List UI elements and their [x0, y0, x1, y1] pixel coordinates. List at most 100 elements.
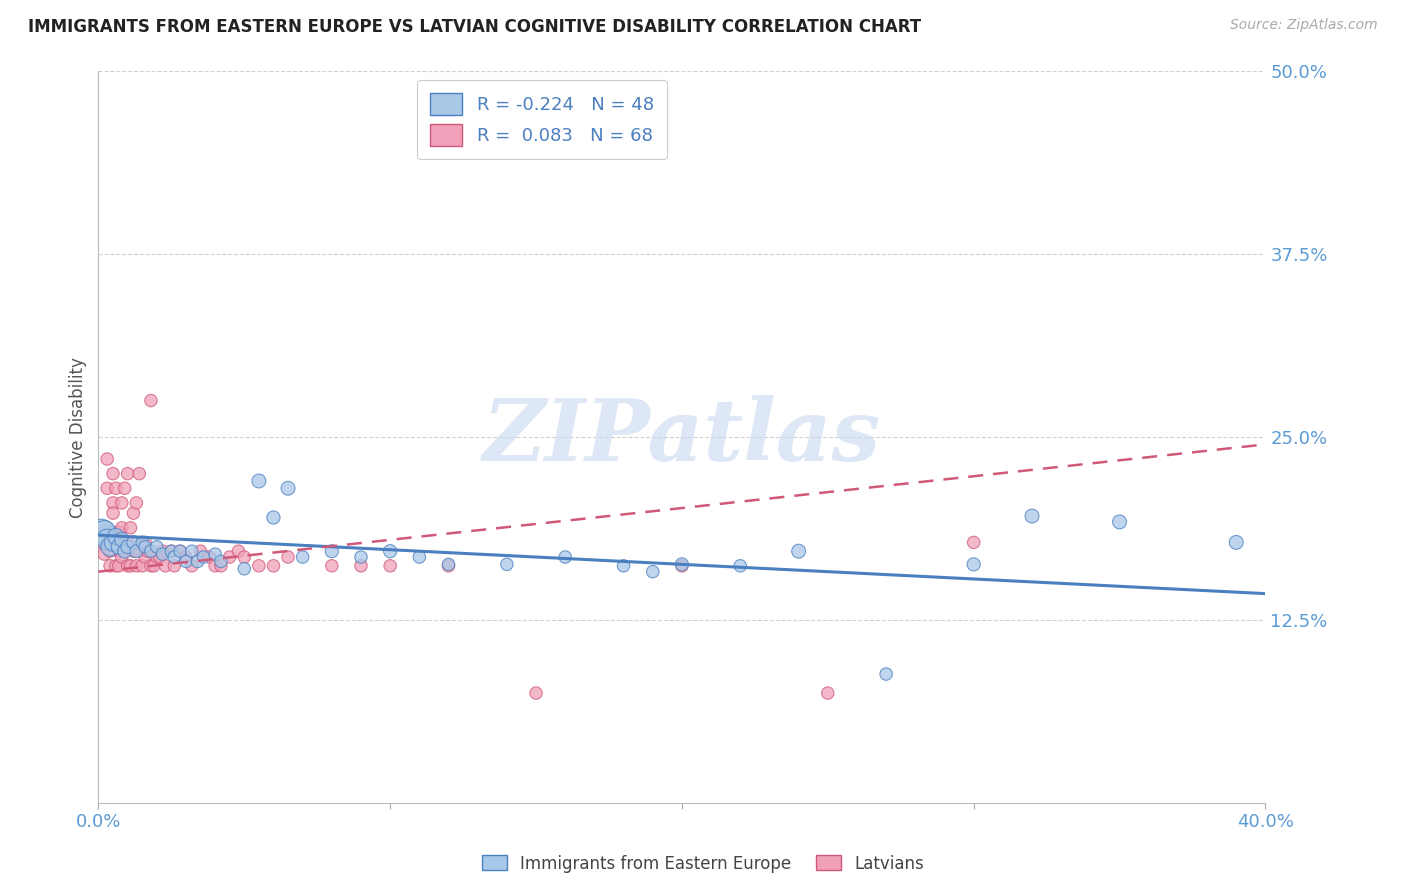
Point	[233, 549, 256, 564]
Point	[204, 558, 226, 573]
Point	[114, 544, 136, 558]
Point	[187, 554, 209, 568]
Point	[962, 535, 984, 549]
Point	[180, 544, 202, 558]
Point	[134, 540, 156, 554]
Point	[122, 544, 145, 558]
Point	[437, 558, 460, 573]
Point	[108, 525, 131, 540]
Point	[155, 558, 177, 573]
Legend: Immigrants from Eastern Europe, Latvians: Immigrants from Eastern Europe, Latvians	[475, 848, 931, 880]
Point	[117, 467, 139, 481]
Point	[193, 549, 215, 564]
Point	[131, 535, 153, 549]
Point	[262, 558, 284, 573]
Point	[277, 481, 299, 495]
Point	[120, 521, 142, 535]
Point	[152, 547, 174, 561]
Point	[174, 549, 197, 564]
Point	[111, 533, 134, 547]
Point	[108, 540, 131, 554]
Point	[90, 525, 112, 540]
Point	[101, 506, 124, 520]
Point	[101, 496, 124, 510]
Point	[142, 558, 165, 573]
Point	[98, 540, 121, 554]
Point	[1021, 509, 1043, 524]
Point	[128, 544, 150, 558]
Point	[90, 535, 112, 549]
Point	[160, 544, 183, 558]
Point	[209, 554, 232, 568]
Point	[962, 558, 984, 572]
Point	[198, 549, 221, 564]
Point	[104, 481, 127, 495]
Point	[233, 562, 256, 576]
Point	[122, 535, 145, 549]
Point	[96, 533, 118, 547]
Point	[218, 549, 240, 564]
Point	[152, 544, 174, 558]
Point	[93, 525, 115, 540]
Point	[108, 558, 131, 573]
Point	[117, 540, 139, 554]
Text: ZIPatlas: ZIPatlas	[482, 395, 882, 479]
Point	[787, 544, 810, 558]
Point	[209, 558, 232, 573]
Text: Source: ZipAtlas.com: Source: ZipAtlas.com	[1230, 18, 1378, 32]
Point	[111, 496, 134, 510]
Point	[437, 558, 460, 572]
Point	[163, 549, 186, 564]
Point	[114, 544, 136, 558]
Point	[96, 452, 118, 467]
Point	[180, 558, 202, 573]
Y-axis label: Cognitive Disability: Cognitive Disability	[69, 357, 87, 517]
Point	[98, 558, 121, 573]
Point	[117, 535, 139, 549]
Point	[134, 535, 156, 549]
Point	[101, 535, 124, 549]
Point	[160, 544, 183, 558]
Point	[101, 467, 124, 481]
Point	[139, 393, 162, 408]
Point	[98, 544, 121, 558]
Point	[247, 474, 270, 488]
Point	[875, 667, 897, 681]
Point	[98, 525, 121, 540]
Text: IMMIGRANTS FROM EASTERN EUROPE VS LATVIAN COGNITIVE DISABILITY CORRELATION CHART: IMMIGRANTS FROM EASTERN EUROPE VS LATVIA…	[28, 18, 921, 36]
Point	[111, 549, 134, 564]
Point	[125, 558, 148, 573]
Point	[204, 547, 226, 561]
Point	[350, 549, 373, 564]
Point	[149, 549, 172, 564]
Point	[496, 558, 519, 572]
Point	[131, 558, 153, 573]
Point	[104, 530, 127, 544]
Point	[125, 496, 148, 510]
Point	[262, 510, 284, 524]
Point	[134, 549, 156, 564]
Point	[247, 558, 270, 573]
Point	[146, 540, 169, 554]
Point	[128, 467, 150, 481]
Legend: R = -0.224   N = 48, R =  0.083   N = 68: R = -0.224 N = 48, R = 0.083 N = 68	[418, 80, 666, 159]
Point	[93, 525, 115, 540]
Point	[111, 521, 134, 535]
Point	[174, 554, 197, 568]
Point	[93, 547, 115, 561]
Point	[671, 558, 693, 572]
Point	[122, 506, 145, 520]
Point	[139, 544, 162, 558]
Point	[190, 544, 212, 558]
Point	[730, 558, 752, 573]
Point	[524, 686, 547, 700]
Point	[380, 544, 402, 558]
Point	[96, 481, 118, 495]
Point	[1108, 515, 1130, 529]
Point	[125, 544, 148, 558]
Point	[321, 558, 343, 573]
Point	[114, 481, 136, 495]
Point	[277, 549, 299, 564]
Point	[641, 565, 664, 579]
Point	[321, 544, 343, 558]
